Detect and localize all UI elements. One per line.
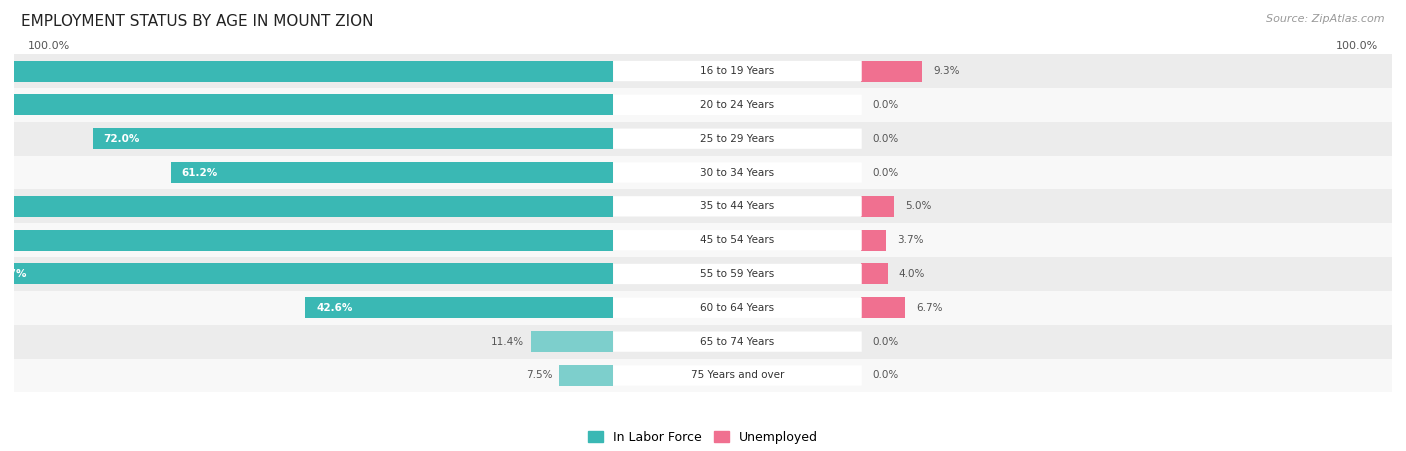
Bar — [14, 291, 1392, 325]
Text: 72.0%: 72.0% — [104, 133, 141, 144]
FancyBboxPatch shape — [613, 365, 862, 386]
Bar — [862, 60, 922, 82]
Bar — [0, 196, 613, 217]
Bar — [0, 230, 613, 251]
Text: 11.4%: 11.4% — [491, 336, 524, 347]
Bar — [14, 223, 1392, 257]
Bar — [531, 331, 613, 352]
Text: 75 Years and over: 75 Years and over — [690, 370, 785, 381]
FancyBboxPatch shape — [613, 298, 862, 318]
Text: 61.2%: 61.2% — [181, 167, 218, 178]
Bar — [560, 365, 613, 386]
Text: 16 to 19 Years: 16 to 19 Years — [700, 66, 775, 76]
Bar — [14, 359, 1392, 392]
Text: 60 to 64 Years: 60 to 64 Years — [700, 303, 775, 313]
FancyBboxPatch shape — [613, 331, 862, 352]
Text: EMPLOYMENT STATUS BY AGE IN MOUNT ZION: EMPLOYMENT STATUS BY AGE IN MOUNT ZION — [21, 14, 374, 28]
Text: 35 to 44 Years: 35 to 44 Years — [700, 201, 775, 212]
FancyBboxPatch shape — [613, 129, 862, 149]
Text: 42.6%: 42.6% — [316, 303, 353, 313]
Text: 9.3%: 9.3% — [934, 66, 960, 76]
Text: 7.5%: 7.5% — [526, 370, 553, 381]
Text: 3.7%: 3.7% — [897, 235, 924, 245]
FancyBboxPatch shape — [613, 230, 862, 250]
Bar — [14, 54, 1392, 88]
Bar — [170, 162, 613, 183]
Bar — [14, 122, 1392, 156]
Bar — [14, 325, 1392, 359]
Bar — [0, 263, 613, 285]
Bar — [862, 263, 887, 285]
Text: 6.7%: 6.7% — [917, 303, 943, 313]
FancyBboxPatch shape — [613, 95, 862, 115]
Text: 100.0%: 100.0% — [1336, 41, 1378, 51]
Bar — [14, 189, 1392, 223]
Text: 0.0%: 0.0% — [873, 167, 898, 178]
Bar — [0, 60, 613, 82]
Bar — [862, 230, 886, 251]
Bar — [93, 128, 613, 149]
Bar — [14, 257, 1392, 291]
Text: 55 to 59 Years: 55 to 59 Years — [700, 269, 775, 279]
Text: 25 to 29 Years: 25 to 29 Years — [700, 133, 775, 144]
Text: 0.0%: 0.0% — [873, 336, 898, 347]
Bar — [0, 94, 613, 115]
Text: 0.0%: 0.0% — [873, 133, 898, 144]
Text: 4.0%: 4.0% — [898, 269, 925, 279]
Text: 5.0%: 5.0% — [905, 201, 932, 212]
Text: 100.0%: 100.0% — [28, 41, 70, 51]
FancyBboxPatch shape — [613, 162, 862, 183]
Text: 0.0%: 0.0% — [873, 370, 898, 381]
Text: 65 to 74 Years: 65 to 74 Years — [700, 336, 775, 347]
Bar — [14, 156, 1392, 189]
FancyBboxPatch shape — [613, 196, 862, 216]
Text: 30 to 34 Years: 30 to 34 Years — [700, 167, 775, 178]
Bar — [14, 88, 1392, 122]
Bar — [305, 297, 613, 318]
Text: 20 to 24 Years: 20 to 24 Years — [700, 100, 775, 110]
Text: 87.7%: 87.7% — [0, 269, 27, 279]
FancyBboxPatch shape — [613, 61, 862, 81]
FancyBboxPatch shape — [613, 264, 862, 284]
Text: 0.0%: 0.0% — [873, 100, 898, 110]
Bar — [862, 297, 905, 318]
Legend: In Labor Force, Unemployed: In Labor Force, Unemployed — [583, 426, 823, 449]
Bar — [862, 196, 894, 217]
Text: 45 to 54 Years: 45 to 54 Years — [700, 235, 775, 245]
Text: Source: ZipAtlas.com: Source: ZipAtlas.com — [1267, 14, 1385, 23]
